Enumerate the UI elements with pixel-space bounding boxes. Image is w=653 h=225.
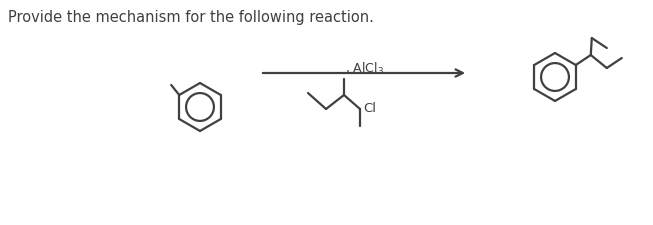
Text: , AlCl$_3$: , AlCl$_3$ <box>345 61 385 77</box>
Text: Cl: Cl <box>363 102 376 115</box>
Text: Provide the mechanism for the following reaction.: Provide the mechanism for the following … <box>8 10 374 25</box>
